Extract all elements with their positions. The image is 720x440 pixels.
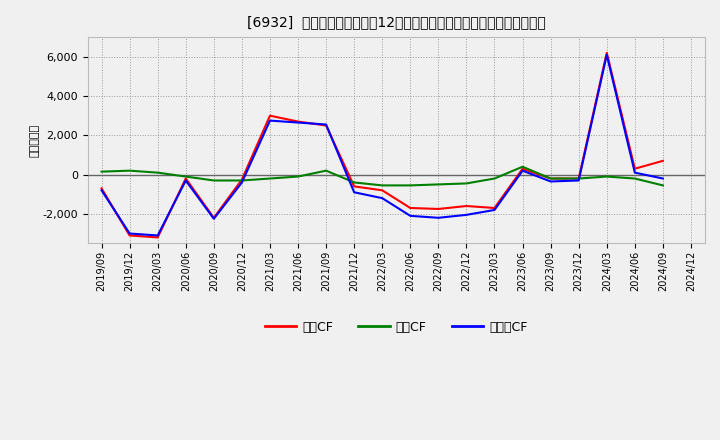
Line: 営業CF: 営業CF <box>102 53 663 238</box>
フリーCF <box>322 122 330 127</box>
営業CF <box>210 215 218 220</box>
フリーCF <box>490 207 499 213</box>
投資CF <box>238 178 246 183</box>
Title: [6932]  キャッシュフローの12か月移動合計の対前年同期増減額の推移: [6932] キャッシュフローの12か月移動合計の対前年同期増減額の推移 <box>247 15 546 29</box>
Line: フリーCF: フリーCF <box>102 55 663 235</box>
Line: 投資CF: 投資CF <box>102 167 663 185</box>
投資CF <box>266 176 274 181</box>
投資CF <box>181 174 190 179</box>
フリーCF <box>631 170 639 175</box>
営業CF <box>575 176 583 181</box>
投資CF <box>575 176 583 181</box>
営業CF <box>631 166 639 171</box>
フリーCF <box>462 212 471 217</box>
投資CF <box>406 183 415 188</box>
Legend: 営業CF, 投資CF, フリーCF: 営業CF, 投資CF, フリーCF <box>260 315 533 338</box>
営業CF <box>603 50 611 55</box>
フリーCF <box>406 213 415 219</box>
営業CF <box>181 176 190 181</box>
営業CF <box>266 113 274 118</box>
営業CF <box>490 205 499 211</box>
投資CF <box>546 176 555 181</box>
営業CF <box>153 235 162 240</box>
投資CF <box>378 183 387 188</box>
フリーCF <box>97 188 106 193</box>
営業CF <box>518 166 527 171</box>
営業CF <box>462 203 471 209</box>
フリーCF <box>238 180 246 185</box>
営業CF <box>406 205 415 211</box>
投資CF <box>603 174 611 179</box>
営業CF <box>238 177 246 182</box>
営業CF <box>294 119 302 124</box>
フリーCF <box>266 118 274 123</box>
投資CF <box>659 183 667 188</box>
営業CF <box>125 233 134 238</box>
フリーCF <box>210 216 218 221</box>
フリーCF <box>603 52 611 58</box>
営業CF <box>434 206 443 212</box>
フリーCF <box>378 195 387 201</box>
投資CF <box>350 180 359 185</box>
投資CF <box>462 181 471 186</box>
投資CF <box>294 174 302 179</box>
投資CF <box>322 168 330 173</box>
営業CF <box>350 184 359 189</box>
投資CF <box>434 182 443 187</box>
営業CF <box>659 158 667 164</box>
フリーCF <box>125 231 134 236</box>
営業CF <box>546 176 555 181</box>
フリーCF <box>350 190 359 195</box>
投資CF <box>153 170 162 175</box>
フリーCF <box>575 178 583 183</box>
フリーCF <box>546 179 555 184</box>
フリーCF <box>434 215 443 220</box>
投資CF <box>631 176 639 181</box>
投資CF <box>490 176 499 181</box>
フリーCF <box>518 168 527 173</box>
フリーCF <box>659 176 667 181</box>
営業CF <box>97 186 106 191</box>
フリーCF <box>181 178 190 183</box>
営業CF <box>378 188 387 193</box>
投資CF <box>97 169 106 174</box>
投資CF <box>518 164 527 169</box>
フリーCF <box>153 233 162 238</box>
投資CF <box>210 178 218 183</box>
フリーCF <box>294 120 302 125</box>
Y-axis label: （百万円）: （百万円） <box>30 124 40 157</box>
営業CF <box>322 123 330 128</box>
投資CF <box>125 168 134 173</box>
